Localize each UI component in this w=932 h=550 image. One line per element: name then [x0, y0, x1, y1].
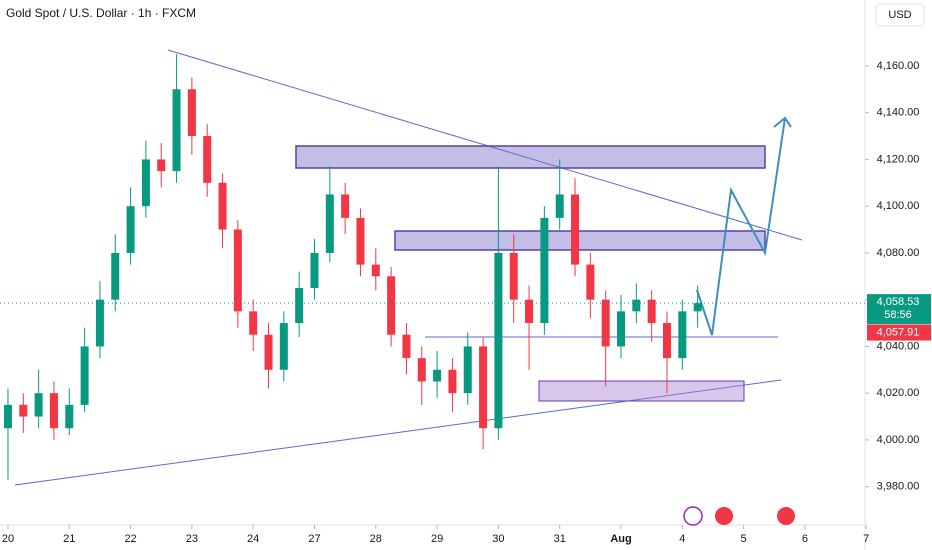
y-tick-label: 3,980.00	[877, 481, 920, 493]
y-tick-label: 4,140.00	[877, 107, 920, 119]
last-price-label: 4,058.53	[877, 296, 920, 308]
x-tick-label: Aug	[610, 533, 631, 545]
y-tick-label: 4,160.00	[877, 60, 920, 72]
candle-body	[65, 404, 74, 429]
candle-body	[463, 346, 472, 394]
candle-body	[356, 217, 365, 265]
x-tick-label: 28	[370, 533, 382, 545]
candle-body	[586, 264, 595, 300]
x-tick-label: 29	[431, 533, 443, 545]
candle-body	[249, 311, 258, 335]
candle-body	[571, 194, 580, 265]
candle-body	[203, 136, 212, 183]
y-tick-label: 4,120.00	[877, 153, 920, 165]
candle-body	[126, 206, 135, 253]
candle-body	[601, 299, 610, 347]
candle-body	[3, 404, 12, 429]
candle-body	[310, 252, 319, 288]
y-tick-label: 4,000.00	[877, 434, 920, 446]
candle-body	[325, 194, 334, 253]
candle-body	[433, 369, 442, 382]
drawings	[14, 49, 803, 486]
x-tick-label: 5	[741, 533, 747, 545]
candle-body	[678, 311, 687, 359]
x-tick-label: 30	[492, 533, 504, 545]
candle-body	[187, 89, 196, 137]
candle-body	[402, 334, 411, 359]
candle-body	[141, 159, 150, 207]
projection-arrow	[696, 117, 786, 336]
candle-body	[617, 311, 626, 347]
y-tick-label: 4,080.00	[877, 247, 920, 259]
bid-price-box	[867, 324, 931, 341]
currency-label: USD	[888, 9, 911, 21]
candle-body	[49, 393, 58, 429]
event-icon[interactable]	[777, 507, 795, 525]
candle-body	[479, 346, 488, 429]
candle-body	[540, 217, 549, 324]
candle-body	[279, 323, 288, 370]
candle-body	[95, 299, 104, 347]
zone	[394, 230, 766, 251]
x-tick-label: 27	[308, 533, 320, 545]
currency-button[interactable]	[875, 3, 925, 27]
candle-body	[555, 194, 564, 218]
candle-body	[417, 358, 426, 382]
x-tick-label: 21	[63, 533, 75, 545]
candle-body	[509, 252, 518, 300]
candle-body	[387, 276, 396, 335]
arrow-head	[773, 116, 792, 128]
x-tick-label: 20	[2, 533, 14, 545]
x-tick-label: 4	[679, 533, 685, 545]
candle-body	[34, 393, 43, 417]
zone	[295, 145, 766, 169]
y-tick-label: 4,100.00	[877, 200, 920, 212]
zone	[538, 380, 745, 402]
bid-price-label: 4,057.91	[877, 326, 920, 338]
candle-body	[525, 299, 534, 324]
event-icon[interactable]	[683, 506, 703, 526]
candle-body	[494, 252, 503, 429]
candle-body	[233, 229, 242, 312]
x-tick-label: 31	[554, 533, 566, 545]
last-price-box	[867, 294, 931, 325]
candle-body	[157, 159, 166, 172]
candle-body	[647, 299, 656, 324]
candle-body	[19, 404, 28, 417]
candle-body	[632, 299, 641, 312]
candle-body	[218, 182, 227, 230]
y-tick-label: 4,040.00	[877, 340, 920, 352]
x-tick-label: 6	[802, 533, 808, 545]
event-icons	[683, 506, 795, 526]
candle-body	[448, 369, 457, 394]
candle-body	[295, 287, 304, 324]
candle-body	[693, 303, 702, 312]
x-tick-label: 7	[863, 533, 869, 545]
y-tick-label: 4,020.00	[877, 387, 920, 399]
trendline	[167, 49, 803, 241]
chart-title: Gold Spot / U.S. Dollar · 1h · FXCM	[6, 6, 196, 20]
candle-body	[111, 252, 120, 300]
candles	[3, 54, 702, 480]
x-tick-label: 22	[124, 533, 136, 545]
trendline	[14, 379, 782, 486]
candle-body	[80, 346, 89, 405]
event-icon[interactable]	[715, 507, 733, 525]
candle-body	[371, 264, 380, 277]
candle-body	[264, 334, 273, 370]
x-tick-label: 23	[186, 533, 198, 545]
x-tick-label: 24	[247, 533, 259, 545]
countdown-label: 58:56	[884, 309, 912, 321]
candle-body	[662, 323, 671, 359]
candle-body	[341, 194, 350, 218]
candle-body	[172, 89, 181, 172]
